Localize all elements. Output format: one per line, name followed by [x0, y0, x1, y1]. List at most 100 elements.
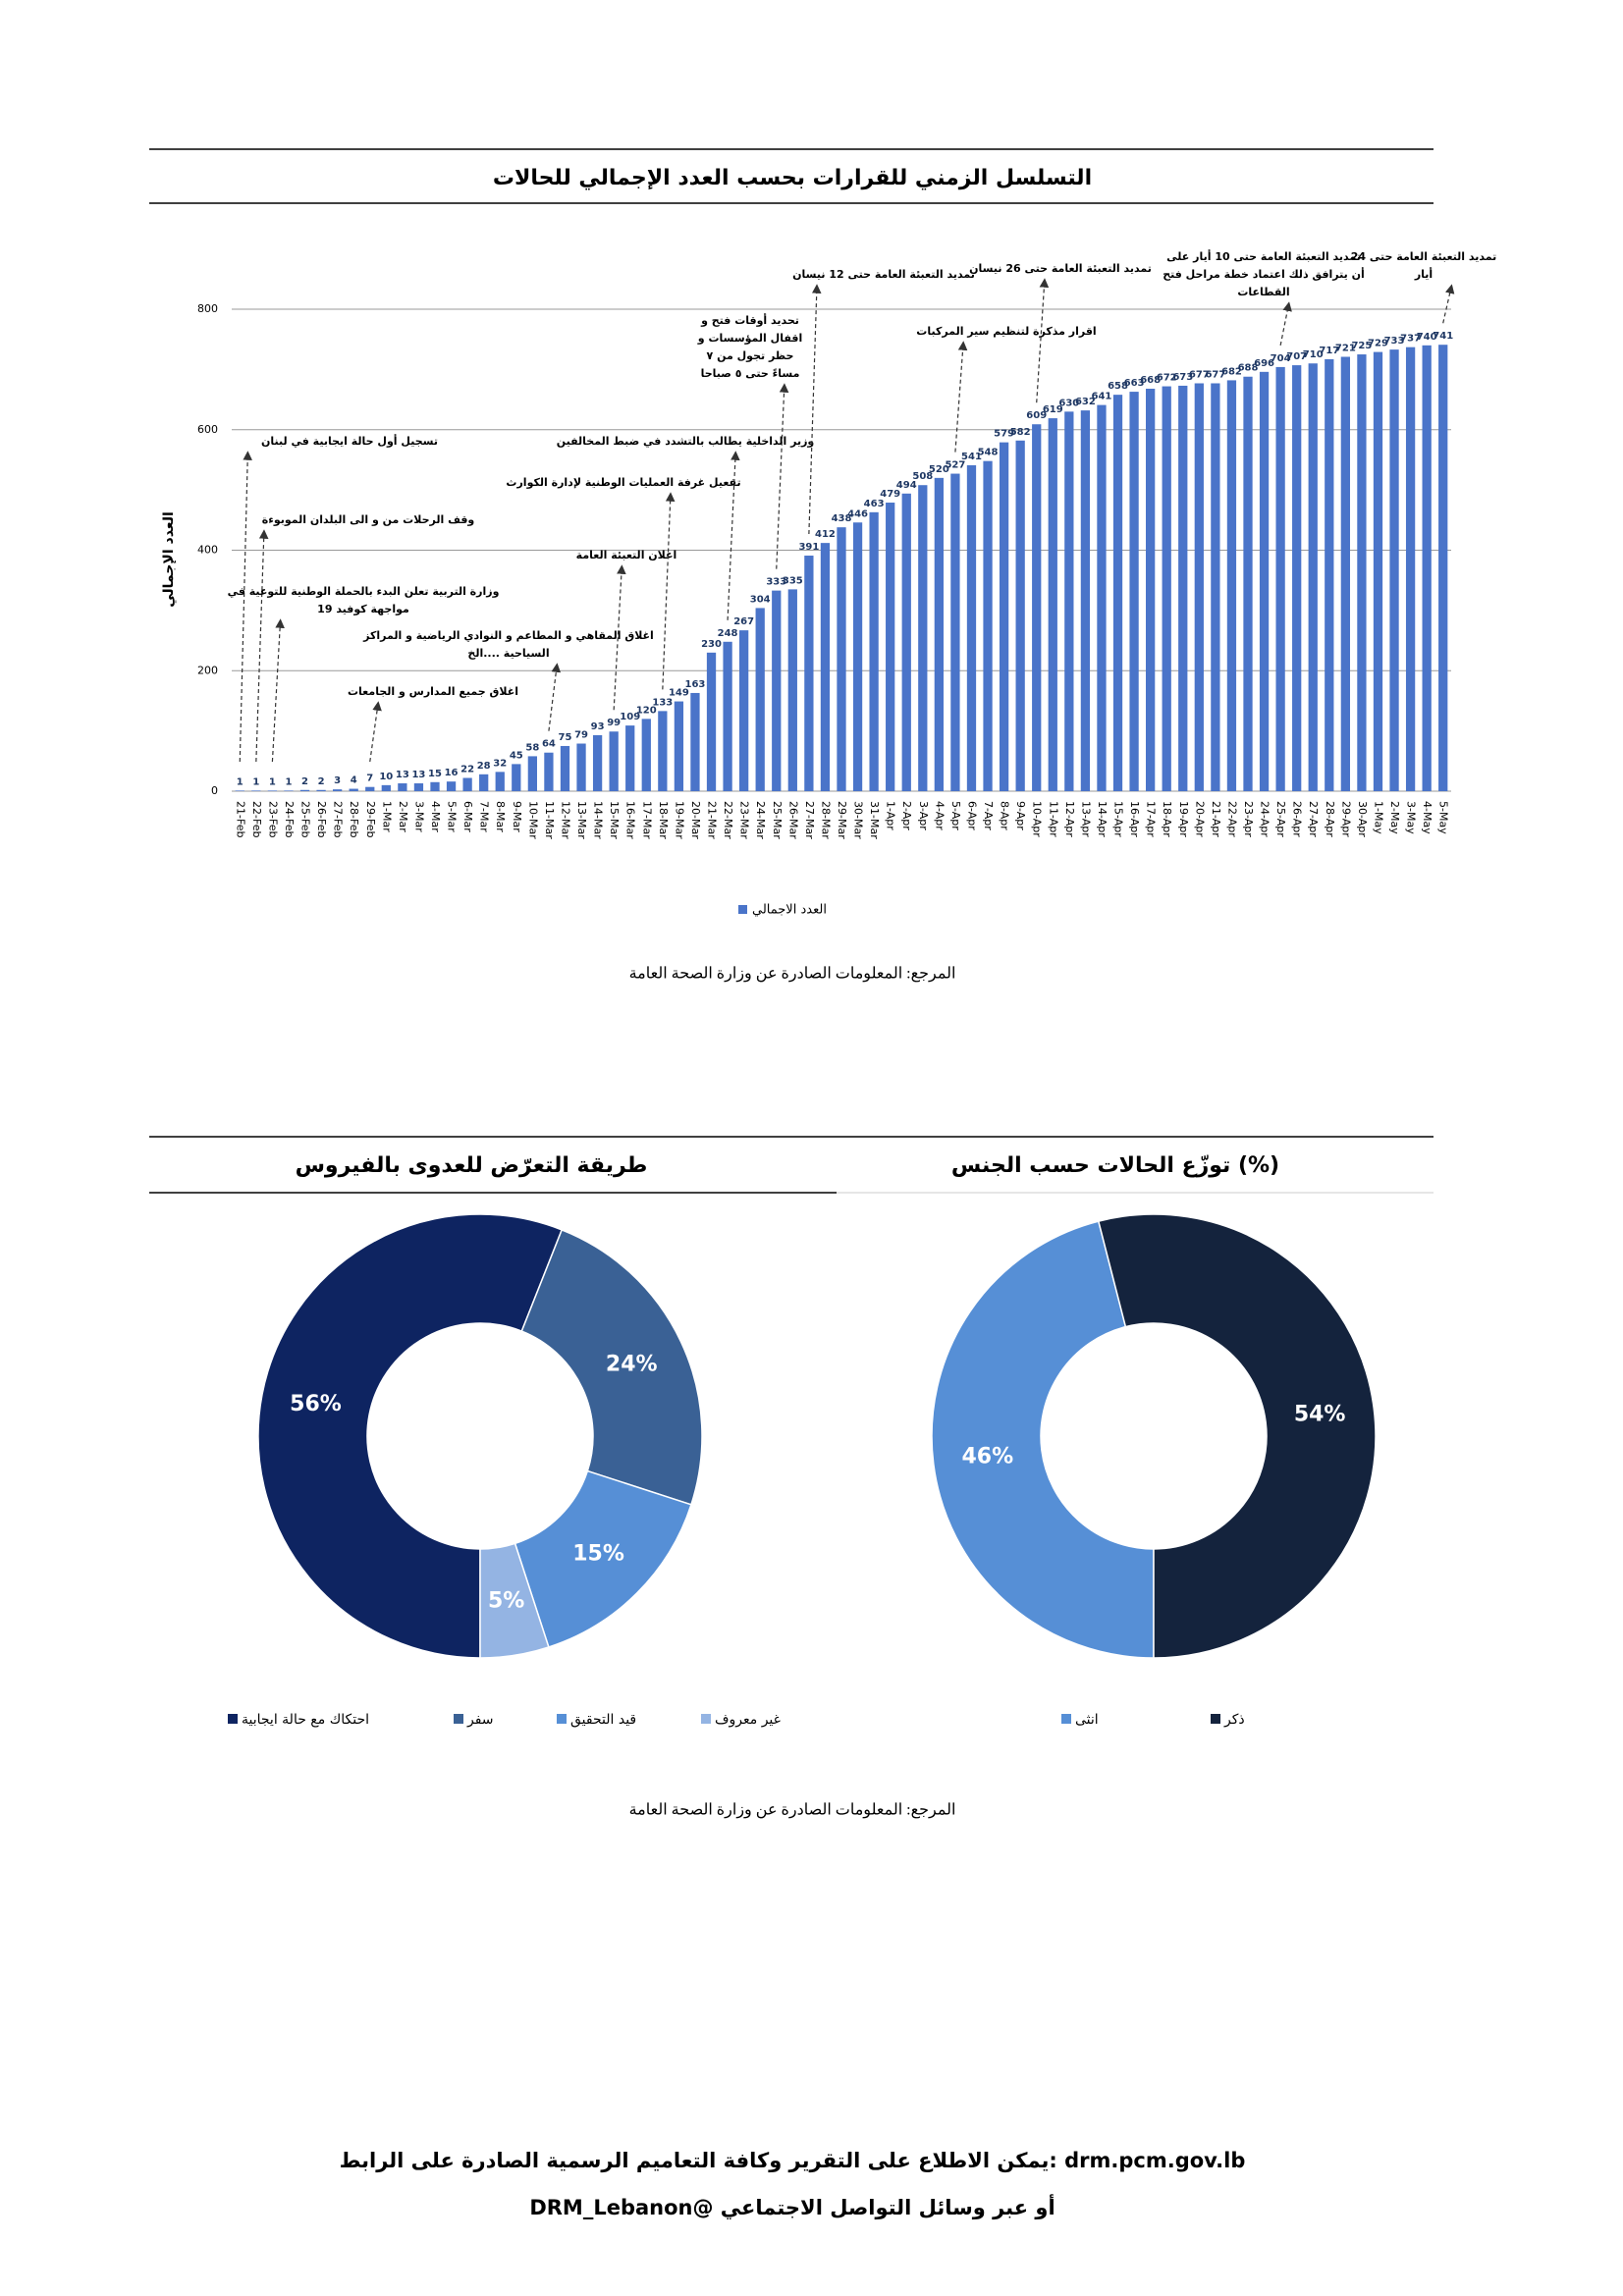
x-tick-label: 4-May — [1421, 801, 1434, 834]
data-label: 267 — [733, 616, 754, 627]
x-tick-label: 29-Mar — [836, 801, 848, 839]
data-label: 2 — [301, 776, 308, 787]
bar — [901, 493, 911, 791]
bar — [430, 781, 440, 791]
data-label: 22 — [460, 764, 474, 774]
bar — [999, 442, 1009, 791]
x-tick-label: 29-Apr — [1339, 801, 1352, 837]
annotation-arrow — [239, 451, 252, 763]
annotation: السياحية ....الخ — [467, 647, 549, 660]
annotation-arrow — [808, 284, 822, 535]
x-tick-label: 10-Mar — [526, 801, 539, 839]
annotation: تحديد أوقات فتح و — [700, 313, 799, 327]
data-label: 13 — [396, 770, 409, 780]
x-tick-label: 23-Mar — [738, 801, 751, 839]
legend-swatch — [738, 905, 747, 914]
bar — [267, 790, 278, 791]
data-label: 663 — [1124, 378, 1145, 389]
x-tick-label: 4-Apr — [933, 801, 946, 830]
data-label: 682 — [1221, 366, 1242, 377]
data-label: 58 — [525, 742, 539, 753]
footer-line: أو عبر وسائل التواصل الاجتماعي @DRM_Leba… — [529, 2193, 1055, 2219]
bar — [1243, 376, 1253, 791]
annotation-arrow — [662, 492, 676, 690]
x-tick-label: 23-Apr — [1242, 801, 1255, 837]
legend-label: انثى — [1075, 1712, 1099, 1728]
chart-title: التسلسل الزمني للقرارات بحسب العدد الإجم… — [493, 166, 1092, 190]
data-label: 248 — [718, 628, 738, 639]
data-label: 1 — [252, 776, 259, 787]
annotation-arrow — [776, 383, 789, 569]
bar — [235, 790, 244, 791]
bar — [755, 608, 765, 791]
legend-swatch — [1061, 1714, 1071, 1724]
data-label: 710 — [1303, 349, 1324, 360]
x-tick-label: 3-Apr — [917, 801, 930, 830]
annotation: تفعيل غرفة العمليات الوطنية لإدارة الكوا… — [506, 476, 740, 489]
bar — [365, 786, 375, 791]
legend-label: غير معروف — [715, 1712, 781, 1728]
x-tick-label: 24-Feb — [283, 801, 296, 837]
bar — [1064, 411, 1074, 791]
x-tick-label: 20-Mar — [689, 801, 702, 839]
x-tick-label: 5-Apr — [949, 801, 962, 830]
x-tick-label: 11-Mar — [543, 801, 556, 839]
bar — [625, 725, 635, 791]
x-tick-label: 22-Feb — [250, 801, 263, 837]
source-note: المرجع: المعلومات الصادرة عن وزارة الصحة… — [629, 966, 956, 983]
bar — [1308, 363, 1318, 791]
x-tick-label: 12-Mar — [559, 801, 571, 839]
data-label: 79 — [574, 730, 588, 741]
x-tick-label: 21-Apr — [1210, 801, 1222, 837]
annotation-arrow — [954, 341, 968, 453]
data-label: 412 — [815, 529, 836, 540]
x-tick-label: 2-Mar — [397, 801, 409, 832]
annotation: مواجهة كوفيد 19 — [317, 603, 409, 615]
legend-label: قيد التحقيق — [570, 1712, 636, 1728]
data-label: 335 — [783, 575, 803, 586]
x-tick-label: 27-Mar — [803, 801, 816, 839]
y-tick-label: 0 — [211, 784, 218, 797]
bar — [1032, 424, 1042, 791]
x-tick-label: 4-Mar — [429, 801, 442, 832]
x-tick-label: 5-Mar — [446, 801, 459, 832]
data-label: 729 — [1368, 339, 1388, 349]
data-label: 1 — [269, 776, 276, 787]
annotation-arrow — [613, 564, 626, 711]
x-tick-label: 9-Mar — [511, 801, 523, 832]
data-label: 704 — [1271, 353, 1291, 364]
x-tick-label: 19-Mar — [673, 801, 685, 839]
annotation-arrow — [255, 529, 269, 763]
annotation-arrow — [271, 618, 285, 763]
data-label: 133 — [652, 697, 673, 708]
annotation: اقرار مذكرة لتنظيم سير المركبات — [916, 325, 1096, 338]
annotation-arrow — [1279, 301, 1292, 347]
bar — [1275, 366, 1285, 791]
x-tick-label: 1-Apr — [885, 801, 897, 830]
annotation: تمديد التعبئة العامة حتى 10 أيار على — [1166, 249, 1361, 263]
legend-swatch — [228, 1714, 238, 1724]
x-tick-label: 24-Mar — [754, 801, 767, 839]
data-label: 737 — [1400, 334, 1421, 345]
annotation: أن يترافق ذلك اعتماد خطة مراحل فتح — [1163, 267, 1365, 281]
data-label: 721 — [1335, 343, 1356, 353]
data-label: 149 — [669, 688, 689, 699]
data-label: 46% — [962, 1444, 1014, 1468]
bar — [1422, 345, 1432, 791]
data-label: 641 — [1092, 392, 1112, 402]
bar — [1048, 418, 1057, 791]
bar — [527, 756, 537, 791]
data-label: 688 — [1238, 363, 1259, 374]
bar — [723, 641, 732, 791]
bar — [479, 774, 489, 791]
x-tick-label: 7-Apr — [982, 801, 995, 830]
bar — [333, 789, 343, 791]
x-tick-label: 9-Apr — [1014, 801, 1027, 830]
data-label: 32 — [493, 758, 507, 769]
data-label: 109 — [620, 712, 640, 722]
bar — [1112, 395, 1123, 791]
legend-label: ذكر — [1223, 1712, 1245, 1728]
data-label: 163 — [685, 679, 706, 690]
bar — [495, 772, 505, 791]
